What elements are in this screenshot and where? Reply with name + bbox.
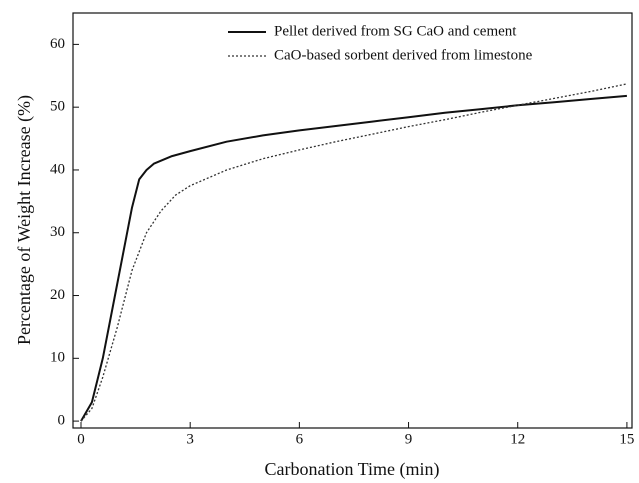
x-tick-label: 12: [510, 431, 525, 447]
data-line: [80, 83, 628, 422]
y-tick-label: 10: [50, 350, 65, 366]
y-axis-title: Percentage of Weight Increase (%): [14, 95, 35, 345]
x-axis-title: Carbonation Time (min): [265, 459, 440, 480]
x-tick-label: 0: [77, 431, 85, 447]
x-tick-label: 3: [186, 431, 194, 447]
y-tick-label: 0: [58, 413, 66, 429]
plot-frame: [72, 12, 633, 429]
y-tick-label: 60: [50, 36, 65, 52]
x-tick-label: 6: [296, 431, 304, 447]
y-tick-label: 50: [50, 99, 65, 115]
data-line: [80, 94, 627, 422]
legend-label: Pellet derived from SG CaO and cement: [274, 23, 517, 39]
y-tick-label: 40: [50, 161, 65, 177]
y-tick-label: 20: [50, 287, 65, 303]
x-tick-label: 15: [619, 431, 634, 447]
legend-label: CaO-based sorbent derived from limestone: [274, 47, 533, 63]
y-tick-label: 30: [50, 224, 65, 240]
x-tick-label: 9: [405, 431, 413, 447]
